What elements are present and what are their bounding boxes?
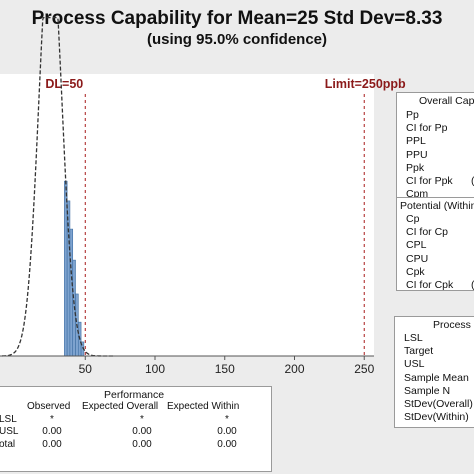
performance-col-expected-overall: Expected Overall (82, 401, 159, 412)
overall-capability-header: Overall Capa (419, 95, 474, 107)
performance-observed-cell: * (50, 413, 54, 425)
x-tick-label: 50 (79, 362, 93, 376)
potential-within-label: Cp (406, 213, 420, 225)
performance-row: LSL * * * (0, 414, 271, 427)
reference-line-label: Limit=250ppb (325, 77, 406, 91)
performance-expected-within-cell: * (225, 413, 229, 425)
performance-table: Observed Expected Overall Expected Withi… (0, 401, 271, 451)
process-data-label: Sample N (404, 384, 451, 397)
performance-expected-overall-cell: * (140, 413, 144, 425)
potential-within-panel: Potential (Within) Cp CI for Cp CPL CPU Cpk C… (396, 197, 474, 291)
performance-col-expected-within: Expected Within (167, 401, 240, 412)
overall-capability-row: PPL (397, 135, 474, 148)
process-data-row: Sample Mean (395, 372, 474, 385)
process-data-label: StDev(Overall) (404, 397, 473, 410)
potential-within-label: CI for Cpk (406, 278, 454, 291)
process-data-label: Target (404, 345, 434, 358)
potential-within-row: CI for Cp (397, 226, 474, 239)
potential-within-label: CPL (406, 239, 427, 252)
performance-expected-overall-cell: 0.00 (132, 426, 152, 437)
performance-expected-overall-cell: 0.00 (132, 438, 152, 450)
performance-row: otal 0.00 0.00 0.00 (0, 439, 271, 452)
performance-expected-within-cell: 0.00 (217, 426, 237, 437)
overall-capability-row: Pp (397, 109, 474, 122)
potential-within-label: CI for Cp (406, 226, 449, 239)
performance-expected-within-cell: 0.00 (217, 438, 237, 450)
process-data-label: USL (404, 358, 425, 371)
performance-header: Performance (104, 389, 165, 401)
performance-row: USL 0.00 0.00 0.00 (0, 426, 271, 439)
potential-within-label: CPU (406, 252, 429, 265)
overall-capability-label: PPL (406, 135, 426, 148)
performance-col-observed: Observed (27, 401, 71, 412)
process-data-row: USL (395, 358, 474, 371)
process-data-label: Sample Mean (404, 371, 469, 384)
potential-within-row: Cp (397, 213, 474, 226)
potential-within-label: Cpk (406, 265, 425, 278)
performance-label-cell: otal (0, 438, 16, 450)
potential-within-header: Potential (Within) (400, 200, 474, 212)
chart-title: Process Capability for Mean=25 Std Dev=8… (31, 8, 443, 29)
process-data-row: Sample N (395, 385, 474, 398)
overall-capability-label: Cpm (406, 188, 429, 198)
potential-within-row: CI for Cpk (8.3 (397, 278, 474, 291)
overall-capability-row: PPU (397, 149, 474, 162)
overall-capability-label: PPU (406, 148, 428, 161)
performance-label-cell: LSL (0, 413, 17, 425)
overall-capability-row: Ppk (397, 162, 474, 175)
overall-capability-label: CI for Pp (406, 122, 448, 135)
x-tick-label: 200 (284, 362, 304, 376)
histogram-bar (69, 228, 74, 357)
overall-capability-row: CI for Ppk (8.0 (397, 175, 474, 188)
performance-panel: Performance Observed Expected Overall Ex… (0, 386, 272, 472)
process-data-label: LSL (404, 332, 423, 344)
overall-capability-row: Cpm (397, 188, 474, 198)
potential-within-row: Cpk (397, 266, 474, 279)
potential-within-row: CPL (397, 239, 474, 252)
x-tick-label: 100 (145, 362, 165, 376)
performance-observed-cell: 0.00 (42, 426, 62, 437)
process-data-row: StDev(Overall) (395, 398, 474, 411)
process-data-header: Process D (433, 319, 474, 331)
plot-area (0, 74, 374, 356)
overall-capability-label: Ppk (406, 161, 425, 174)
potential-within-row: CPU (397, 253, 474, 266)
process-data-row: LSL (395, 332, 474, 345)
reference-line-label: DL=50 (45, 77, 83, 91)
chart-subtitle: (using 95.0% confidence) (146, 31, 328, 48)
x-tick-label: 250 (354, 362, 374, 376)
x-tick-label: 150 (215, 362, 235, 376)
process-data-row: Target (395, 345, 474, 358)
performance-column-headers: Observed Expected Overall Expected Withi… (0, 401, 271, 414)
overall-capability-value: (8.0 (471, 175, 474, 188)
process-data-label: StDev(Within) (404, 411, 469, 424)
overall-capability-label: Pp (406, 109, 419, 121)
overall-capability-row: CI for Pp (397, 122, 474, 135)
overall-capability-label: CI for Ppk (406, 174, 453, 187)
process-data-row: StDev(Within) (395, 411, 474, 424)
potential-within-value: (8.3 (471, 279, 474, 290)
performance-label-cell: USL (0, 426, 19, 437)
performance-observed-cell: 0.00 (42, 438, 62, 450)
